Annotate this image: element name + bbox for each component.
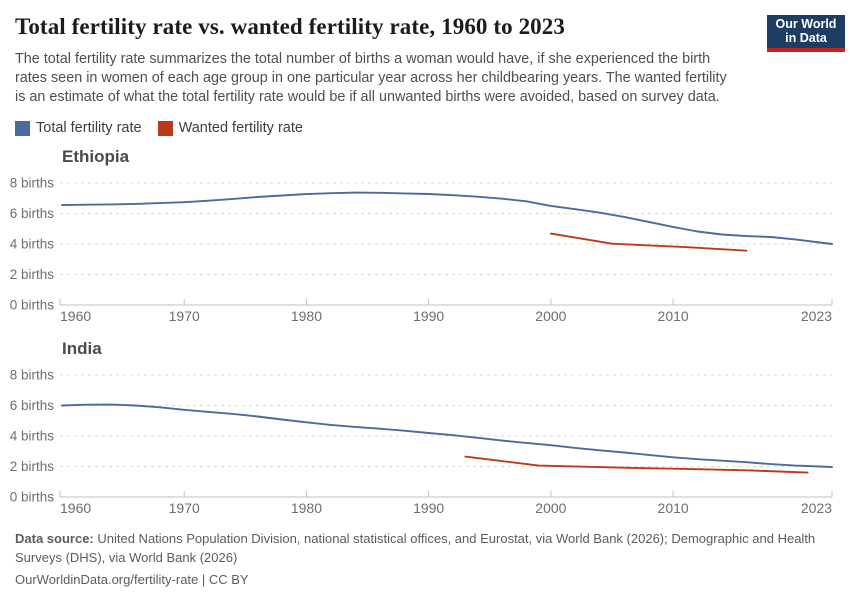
y-axis-tick-label: 0 births xyxy=(10,490,55,505)
owid-logo-text-line1: Our World xyxy=(775,17,837,31)
footer-link-and-license: OurWorldinData.org/fertility-rate | CC B… xyxy=(15,572,249,587)
entity-title-india: India xyxy=(62,339,102,358)
y-axis-tick-label: 2 births xyxy=(10,459,55,474)
entity-title-ethiopia: Ethiopia xyxy=(62,147,130,166)
y-axis-tick-label: 2 births xyxy=(10,267,55,282)
y-axis-tick-label: 6 births xyxy=(10,206,55,221)
legend-label: Total fertility rate xyxy=(36,120,142,136)
x-axis-tick-label: 1970 xyxy=(169,308,200,324)
data-source-text: United Nations Population Division, nati… xyxy=(93,531,816,546)
legend-item-wanted-fertility: Wanted fertility rate xyxy=(157,120,303,136)
x-axis-tick-label: 2000 xyxy=(535,308,566,324)
chart-header: Total fertility rate vs. wanted fertilit… xyxy=(15,12,760,136)
x-axis-tick-label: 2023 xyxy=(801,500,832,516)
series-line-wanted-fertility-rate xyxy=(464,455,809,474)
chart-legend: Total fertility rate Wanted fertility ra… xyxy=(15,120,760,136)
chart-section-india: India 0 births 2 births 4 births 6 births 8 … xyxy=(0,339,850,519)
chart-subtitle: The total fertility rate summarizes the … xyxy=(15,50,760,107)
x-axis-tick-label: 1980 xyxy=(291,500,322,516)
data-source-line1: Data source: United Nations Population D… xyxy=(15,529,845,548)
x-axis-tick-label: 2010 xyxy=(658,500,689,516)
page-title: Total fertility rate vs. wanted fertilit… xyxy=(15,14,565,39)
y-axis-tick-label: 6 births xyxy=(10,398,55,413)
y-axis-tick-label: 4 births xyxy=(10,237,55,252)
x-axis-tick-label: 2023 xyxy=(801,308,832,324)
subtitle-line: is an estimate of what the total fertili… xyxy=(15,89,720,105)
data-source-line2: Surveys (DHS), via World Bank (2026) xyxy=(15,550,238,565)
y-axis-tick-label: 0 births xyxy=(10,298,55,313)
x-axis-tick-label: 1980 xyxy=(291,308,322,324)
x-axis-tick-label: 1990 xyxy=(413,308,444,324)
legend-swatch-blue xyxy=(15,120,30,136)
subtitle-line: rates seen in women of each age group in… xyxy=(15,70,727,86)
x-axis-tick-label: 1960 xyxy=(60,500,91,516)
series-line-wanted-fertility-rate xyxy=(549,232,748,252)
legend-item-total-fertility: Total fertility rate xyxy=(15,120,142,136)
line-chart-ethiopia: 0 births 2 births 4 births 6 births 8 births… xyxy=(10,176,833,324)
y-axis-tick-label: 4 births xyxy=(10,429,55,444)
line-chart-india: 0 births 2 births 4 births 6 births 8 births… xyxy=(10,368,833,516)
legend-swatch-red xyxy=(157,120,173,136)
owid-logo: Our World in Data xyxy=(767,15,845,52)
x-axis-tick-label: 1990 xyxy=(413,500,444,516)
data-source-label: Data source: xyxy=(15,531,94,546)
y-axis-tick-label: 8 births xyxy=(10,368,55,383)
series-line-total-fertility-rate xyxy=(61,403,833,468)
series-line-total-fertility-rate xyxy=(61,191,833,245)
x-axis-tick-label: 1970 xyxy=(169,500,200,516)
chart-section-ethiopia: Ethiopia 0 births 2 births 4 births 6 birth… xyxy=(0,147,850,327)
x-axis-tick-label: 1960 xyxy=(60,308,91,324)
x-axis-tick-label: 2010 xyxy=(658,308,689,324)
chart-footer: Data source: United Nations Population D… xyxy=(15,529,845,588)
owid-logo-text-line2: in Data xyxy=(785,30,827,45)
subtitle-line: The total fertility rate summarizes the … xyxy=(15,51,711,67)
legend-label: Wanted fertility rate xyxy=(178,120,303,136)
y-axis-tick-label: 8 births xyxy=(10,176,55,191)
x-axis-tick-label: 2000 xyxy=(535,500,566,516)
